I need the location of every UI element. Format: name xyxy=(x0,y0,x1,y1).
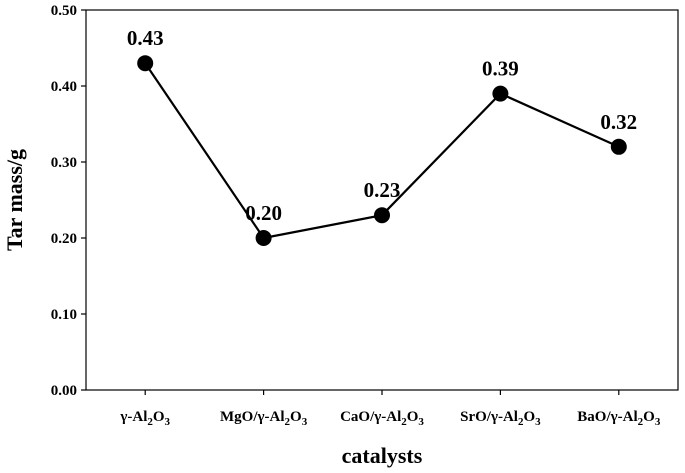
y-tick-label: 0.40 xyxy=(51,79,77,95)
x-tick-label: BaO/γ-Al2O3 xyxy=(577,409,661,428)
data-point xyxy=(492,85,509,102)
x-axis-label: catalysts xyxy=(342,443,423,468)
data-label: 0.23 xyxy=(364,178,401,202)
y-axis-label: Tar mass/g xyxy=(2,149,27,251)
data-points xyxy=(137,55,627,246)
data-label: 0.43 xyxy=(127,26,164,50)
y-tick-label: 0.20 xyxy=(51,231,77,247)
x-tick-label: MgO/γ-Al2O3 xyxy=(220,409,308,428)
data-point xyxy=(255,230,272,246)
data-point xyxy=(374,207,390,224)
x-tick-label: γ-Al2O3 xyxy=(119,409,170,428)
y-tick-label: 0.00 xyxy=(51,383,77,399)
x-tick-labels: γ-Al2O3 MgO/γ-Al2O3 CaO/γ-Al2O3 SrO/γ-Al2O3… xyxy=(119,409,660,428)
y-tick-labels: 0.00 0.10 0.20 0.30 0.40 0.50 xyxy=(51,3,77,399)
y-tick-label: 0.30 xyxy=(51,155,77,171)
x-tick-label: SrO/γ-Al2O3 xyxy=(460,409,541,428)
y-tick-label: 0.50 xyxy=(51,3,77,19)
axes xyxy=(81,9,679,395)
data-label: 0.32 xyxy=(600,110,637,134)
data-point xyxy=(137,55,154,72)
data-label: 0.39 xyxy=(482,57,519,81)
data-labels: 0.43 0.20 0.23 0.39 0.32 xyxy=(127,26,637,225)
data-label: 0.20 xyxy=(245,201,282,225)
y-tick-label: 0.10 xyxy=(51,307,77,323)
data-point xyxy=(610,138,627,155)
x-tick-label: CaO/γ-Al2O3 xyxy=(340,409,424,428)
